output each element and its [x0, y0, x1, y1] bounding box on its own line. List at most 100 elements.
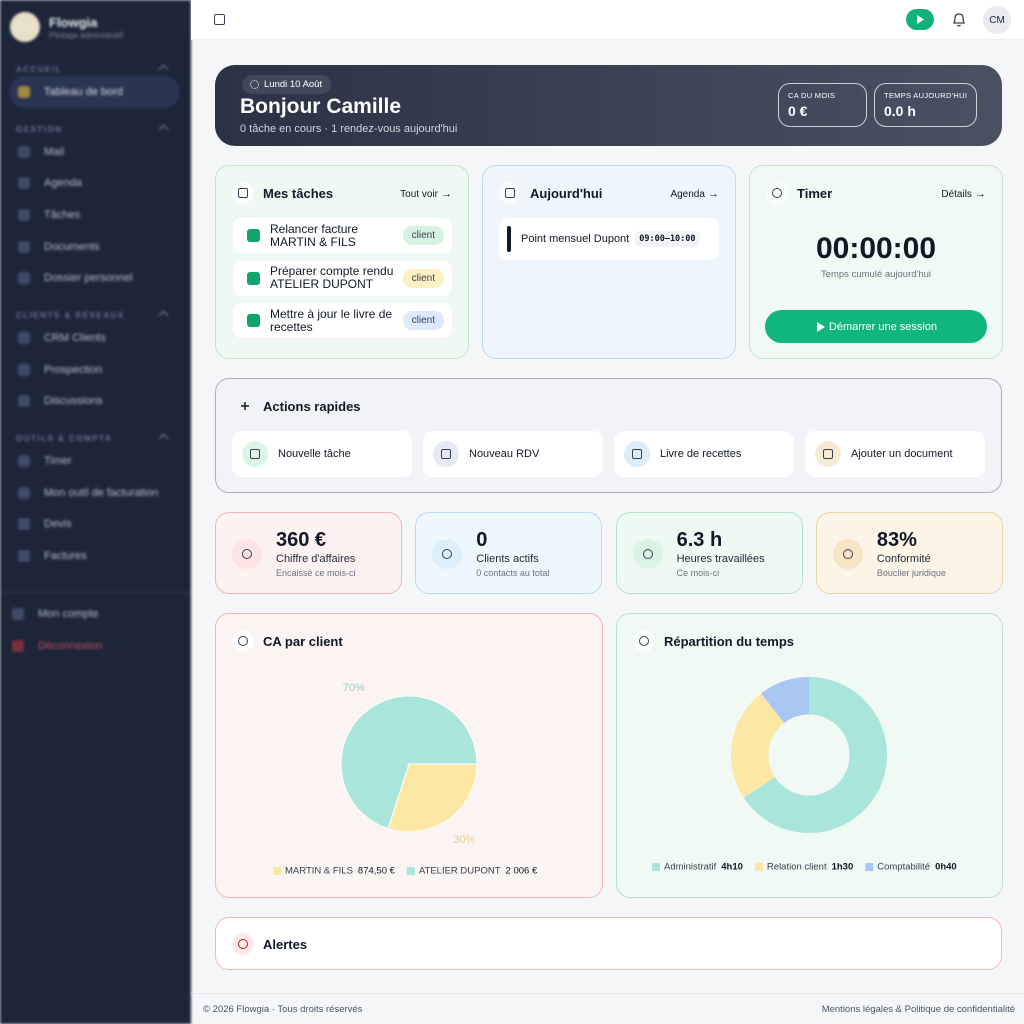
- event-title: Point mensuel Dupont: [521, 233, 630, 245]
- nav-section-title: GESTION: [0, 108, 191, 136]
- icon-glyph: [250, 449, 260, 459]
- divider: [0, 592, 191, 593]
- nav-icon: [18, 331, 30, 344]
- icon-glyph: [842, 549, 853, 559]
- task-text: Relancer facture MARTIN & FILS: [270, 221, 359, 249]
- nav-icon: [18, 240, 30, 253]
- tasks-icon: [232, 182, 254, 204]
- nav-item[interactable]: Dossier personnel: [0, 262, 191, 294]
- kpi-value: 83%: [876, 529, 917, 551]
- summary: 0 tâche en cours · 1 rendez-vous aujourd…: [240, 123, 458, 135]
- nav-label: Factures: [44, 550, 87, 563]
- header-stat: TEMPS AUJOURD'HUI 0.0 h: [874, 83, 977, 127]
- nav-icon: [12, 639, 24, 652]
- kpi-icon: [232, 539, 262, 569]
- avatar[interactable]: CM: [983, 6, 1011, 34]
- task-item[interactable]: Préparer compte rendu ATELIER DUPONT clie…: [233, 260, 452, 296]
- nav-item[interactable]: Tableau de bord: [10, 76, 179, 108]
- today-icon: [499, 182, 521, 204]
- timer-display: 00:00:00: [815, 232, 937, 265]
- checkbox[interactable]: [247, 229, 260, 242]
- nav-item[interactable]: Factures: [0, 540, 191, 572]
- nav-icon: [18, 85, 30, 98]
- quick-action-label: Nouveau RDV: [469, 448, 540, 460]
- kpi-label: Heures travaillées: [676, 553, 765, 565]
- nav-item[interactable]: Prospection: [0, 354, 191, 386]
- timer-card: Timer Détails 00:00:00 Temps cumulé aujo…: [749, 165, 1003, 359]
- checkbox[interactable]: [247, 314, 260, 327]
- nav-icon: [18, 395, 30, 408]
- quick-action-icon: [815, 441, 841, 467]
- quick-action[interactable]: Livre de recettes: [614, 431, 794, 477]
- event[interactable]: Point mensuel Dupont 09:00–10:00: [499, 218, 719, 260]
- icon-glyph: [823, 449, 833, 459]
- timer-caption: Temps cumulé aujourd'hui: [820, 269, 932, 280]
- kpi-card: 0 Clients actifs 0 contacts au total: [415, 512, 603, 594]
- nav-label: CRM Clients: [44, 331, 106, 344]
- kpi-icon: [832, 539, 863, 569]
- task-text: Mettre à jour le livre de recettes: [270, 306, 393, 334]
- kpi-sub: Ce mois-ci: [676, 568, 720, 578]
- sidebar-toggle[interactable]: [214, 14, 225, 25]
- nav-item[interactable]: Déconnexion: [0, 630, 185, 662]
- nav-item[interactable]: Agenda: [0, 167, 191, 199]
- start-session-button[interactable]: Démarrer une session: [765, 310, 987, 343]
- date: Lundi 10 Août: [264, 79, 323, 90]
- nav-item[interactable]: Mon outil de facturation: [0, 477, 191, 509]
- task-item[interactable]: Relancer facture MARTIN & FILS client: [233, 218, 452, 253]
- icon-glyph: [442, 549, 453, 559]
- account-nav: Mon compte Déconnexion: [0, 598, 185, 661]
- euro-icon: [232, 630, 254, 652]
- kpi-card: 360 € Chiffre d'affaires Encaissé ce mois-…: [215, 512, 402, 594]
- nav-label: Prospection: [44, 363, 103, 376]
- nav-item[interactable]: Timer: [0, 445, 191, 477]
- header-stat-value: 0 €: [788, 103, 808, 119]
- nav-item[interactable]: Discussions: [0, 386, 191, 418]
- quick-action-label: Ajouter un document: [851, 448, 953, 460]
- task-text: Préparer compte rendu ATELIER DUPONT: [270, 264, 394, 291]
- nav-icon: [18, 455, 30, 468]
- play-icon: [917, 15, 924, 24]
- nav-item[interactable]: Documents: [0, 231, 191, 263]
- tasks-link[interactable]: Tout voir: [400, 188, 452, 200]
- task-item[interactable]: Mettre à jour le livre de recettes client: [233, 303, 452, 338]
- timer-title: Timer: [797, 186, 833, 201]
- nav-icon: [18, 177, 30, 190]
- today-card: Aujourd'hui Agenda Point mensuel Dupont 0…: [482, 165, 736, 359]
- ca-chart-card: CA par client: [215, 613, 603, 898]
- timer-link[interactable]: Détails: [941, 188, 986, 200]
- play-button[interactable]: [906, 9, 934, 30]
- quick-action[interactable]: Ajouter un document: [805, 431, 985, 477]
- nav-item[interactable]: Tâches: [0, 199, 191, 231]
- play-icon: [816, 321, 825, 332]
- nav-label: Déconnexion: [38, 639, 103, 652]
- nav-item[interactable]: Devis: [0, 509, 191, 541]
- nav-section-title: ACCUEIL: [0, 48, 191, 76]
- quick-action-icon: [433, 441, 459, 467]
- copyright: © 2026 Flowgia · Tous droits réservés: [203, 1004, 363, 1015]
- nav-label: Tableau de bord: [44, 85, 123, 98]
- today-link[interactable]: Agenda: [670, 188, 719, 200]
- kpi-icon: [432, 539, 463, 569]
- sidebar: Flowgia Pilotage administratif ACCUEIL Ta…: [0, 0, 191, 1024]
- alert-icon: [232, 933, 254, 955]
- bell[interactable]: [951, 11, 967, 28]
- nav-label: Mon compte: [38, 607, 99, 620]
- task-tag: client: [402, 311, 444, 330]
- nav-icon: [18, 272, 30, 285]
- kpi-card: 83% Conformité Bouclier juridique: [815, 512, 1003, 594]
- icon-glyph: [441, 449, 451, 459]
- checkbox[interactable]: [247, 271, 260, 285]
- quick-action[interactable]: Nouvelle tâche: [232, 431, 412, 477]
- nav-label: Mon outil de facturation: [44, 486, 159, 499]
- nav-icon: [18, 518, 30, 531]
- nav-item[interactable]: CRM Clients: [0, 322, 191, 354]
- quick-action[interactable]: Nouveau RDV: [423, 431, 603, 477]
- brand-logo: [10, 12, 40, 42]
- nav-item[interactable]: Mail: [0, 136, 191, 168]
- legal-links[interactable]: Mentions légales & Politique de confiden…: [821, 1004, 1015, 1015]
- nav-icon: [18, 145, 30, 158]
- event-bar: [507, 226, 511, 252]
- nav-item[interactable]: Mon compte: [0, 598, 185, 630]
- plus: [241, 402, 249, 410]
